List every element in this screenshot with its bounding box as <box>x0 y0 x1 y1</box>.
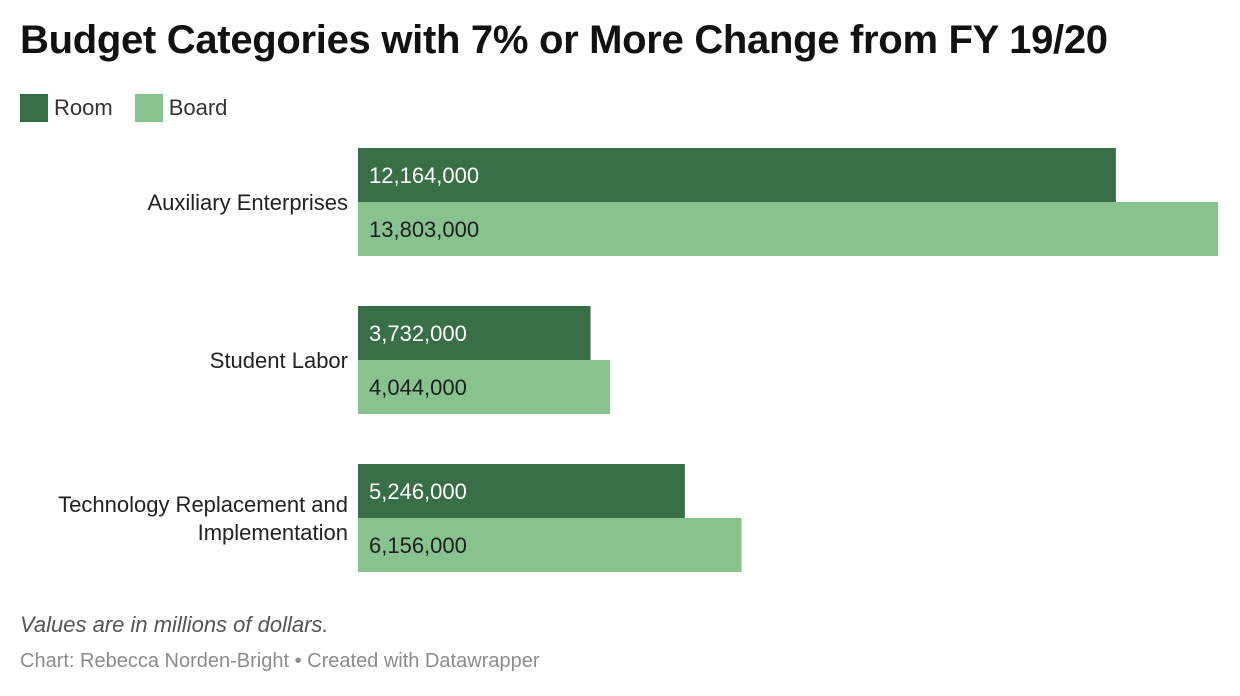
bar-room <box>358 464 685 518</box>
bar-chart: Auxiliary Enterprises 12,164,000 13,803,00… <box>58 148 1218 572</box>
category-label: Implementation <box>198 520 348 545</box>
value-label-room: 3,732,000 <box>369 321 467 346</box>
bar-board <box>358 202 1218 256</box>
footer-separator: • <box>294 650 302 672</box>
value-label-board: 13,803,000 <box>369 217 479 242</box>
legend: Room Board <box>20 94 249 122</box>
chart-notes: Values are in millions of dollars. <box>20 612 329 637</box>
legend-item-board: Board <box>134 94 228 122</box>
bar-room <box>358 306 591 360</box>
footer-tool: Created with Datawrapper <box>307 650 540 672</box>
value-label-room: 12,164,000 <box>369 163 479 188</box>
value-label-room: 5,246,000 <box>369 479 467 504</box>
legend-item-room: Room <box>20 94 113 122</box>
legend-swatch-board <box>134 94 163 122</box>
legend-swatch-room <box>20 94 48 122</box>
chart-footer: Chart: Rebecca Norden-Bright • Created w… <box>20 650 540 673</box>
category-label: Auxiliary Enterprises <box>147 190 348 215</box>
legend-label-room: Room <box>54 95 113 120</box>
footer-credit: Chart: Rebecca Norden-Bright <box>20 650 290 672</box>
bar-board <box>358 518 742 572</box>
chart-title: Budget Categories with 7% or More Change… <box>20 18 1108 62</box>
category-label: Technology Replacement and <box>58 492 348 517</box>
category-label: Student Labor <box>210 348 348 373</box>
value-label-board: 4,044,000 <box>369 375 467 400</box>
bar-board <box>358 360 610 414</box>
bar-room <box>358 148 1116 202</box>
value-label-board: 6,156,000 <box>369 533 467 558</box>
legend-label-board: Board <box>168 95 228 120</box>
